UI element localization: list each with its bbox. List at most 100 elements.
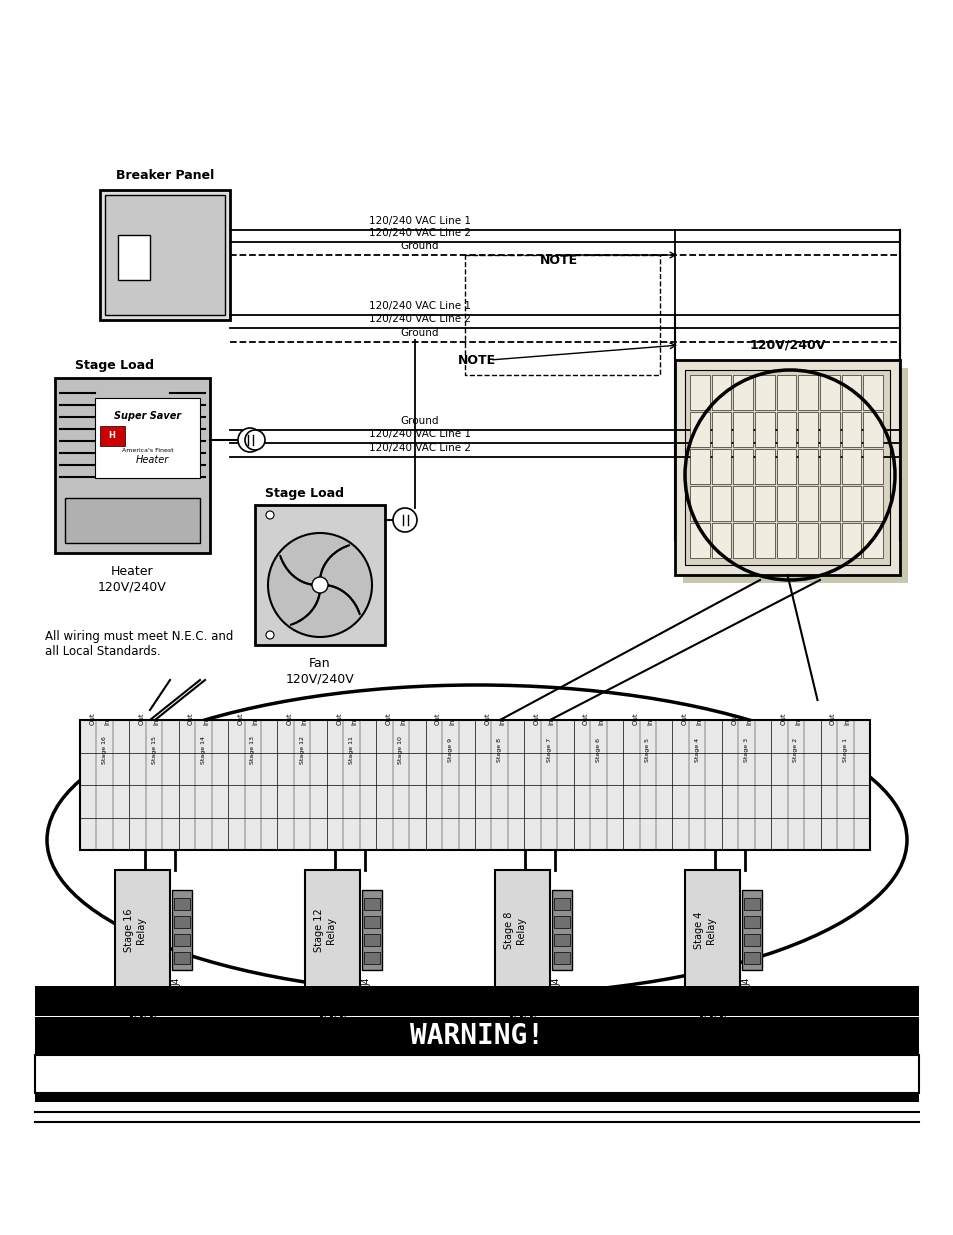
Text: Stage Load: Stage Load — [265, 487, 344, 500]
Text: Out: Out — [287, 713, 293, 725]
Bar — [743, 916, 760, 927]
Text: In: In — [795, 719, 801, 725]
Text: Out: Out — [632, 713, 638, 725]
Bar — [689, 522, 709, 558]
Bar — [464, 254, 659, 375]
Text: 120/240 VAC Line 2: 120/240 VAC Line 2 — [369, 228, 471, 238]
Bar — [776, 487, 796, 521]
Text: Stage 5: Stage 5 — [644, 739, 650, 762]
Bar — [305, 869, 359, 990]
Bar — [754, 375, 774, 410]
Circle shape — [237, 429, 262, 452]
Bar — [754, 522, 774, 558]
Bar — [35, 1055, 918, 1093]
Text: Out: Out — [829, 713, 835, 725]
Text: WARNING!: WARNING! — [410, 1023, 543, 1050]
Text: Stage 12: Stage 12 — [299, 736, 304, 764]
Text: 120/240 VAC Line 2: 120/240 VAC Line 2 — [369, 443, 471, 453]
Circle shape — [266, 631, 274, 638]
Circle shape — [245, 430, 265, 450]
Bar — [711, 487, 731, 521]
Text: Out: Out — [237, 713, 243, 725]
Text: Heater
120V/240V: Heater 120V/240V — [98, 564, 167, 593]
Bar — [820, 487, 839, 521]
Text: Out: Out — [90, 713, 95, 725]
Bar — [820, 450, 839, 484]
Bar — [711, 450, 731, 484]
Text: Stage 11: Stage 11 — [349, 736, 354, 764]
Text: Breaker Panel: Breaker Panel — [115, 169, 213, 182]
Bar — [862, 450, 882, 484]
Text: Out: Out — [681, 713, 687, 725]
Text: In: In — [498, 719, 505, 725]
Bar — [711, 522, 731, 558]
Bar — [820, 375, 839, 410]
Text: NOTE: NOTE — [539, 253, 578, 267]
Bar — [733, 450, 752, 484]
Text: Ground: Ground — [400, 416, 438, 426]
Text: In: In — [548, 719, 554, 725]
Text: America's Finest: America's Finest — [122, 447, 173, 452]
Text: Out: Out — [484, 713, 490, 725]
Bar — [173, 934, 190, 946]
Bar — [689, 375, 709, 410]
Text: Out: Out — [730, 713, 737, 725]
Bar — [820, 522, 839, 558]
Text: In: In — [745, 719, 751, 725]
Bar — [554, 952, 569, 965]
Text: Stage 16
Relay: Stage 16 Relay — [124, 908, 146, 952]
Bar — [495, 869, 550, 990]
Bar — [862, 522, 882, 558]
Text: In: In — [844, 719, 850, 725]
Text: Out: Out — [533, 713, 539, 725]
Text: Stage 12
Relay: Stage 12 Relay — [314, 908, 335, 952]
Bar — [733, 522, 752, 558]
Bar — [105, 195, 225, 315]
Text: Stage 10: Stage 10 — [398, 736, 403, 764]
Bar — [80, 720, 869, 850]
Text: Out: Out — [435, 713, 440, 725]
Bar — [776, 450, 796, 484]
Text: Out: Out — [188, 713, 193, 725]
Circle shape — [393, 508, 416, 532]
Bar — [554, 934, 569, 946]
Text: 120/240 VAC Line 1: 120/240 VAC Line 1 — [369, 429, 471, 438]
Bar — [841, 450, 861, 484]
Text: In: In — [104, 719, 110, 725]
Text: Stage 6: Stage 6 — [596, 739, 600, 762]
Bar — [173, 952, 190, 965]
Text: Stage 1: Stage 1 — [841, 739, 847, 762]
Text: Out: Out — [780, 713, 786, 725]
Bar — [35, 986, 918, 1016]
Text: 120V/240V: 120V/240V — [748, 338, 825, 352]
Text: H: H — [109, 431, 115, 441]
Bar — [798, 450, 817, 484]
Bar — [798, 522, 817, 558]
Bar — [733, 375, 752, 410]
Bar — [776, 522, 796, 558]
Bar — [862, 412, 882, 447]
Text: 120/240 VAC Line 2: 120/240 VAC Line 2 — [369, 314, 471, 324]
Bar — [733, 412, 752, 447]
Bar — [100, 426, 125, 446]
Bar — [841, 522, 861, 558]
Bar — [741, 890, 761, 969]
Bar — [35, 1094, 918, 1102]
Bar — [754, 487, 774, 521]
Circle shape — [268, 534, 372, 637]
Text: Out: Out — [582, 713, 588, 725]
Text: Stage 16: Stage 16 — [102, 736, 107, 764]
Text: In: In — [252, 719, 258, 725]
Text: Stage 8
Relay: Stage 8 Relay — [504, 911, 525, 948]
Bar — [684, 370, 889, 564]
Text: In: In — [696, 719, 702, 725]
Bar — [364, 952, 379, 965]
Text: Stage 15: Stage 15 — [152, 736, 156, 764]
Bar — [776, 375, 796, 410]
Bar — [743, 952, 760, 965]
Text: Stage 8: Stage 8 — [497, 739, 501, 762]
Bar — [862, 375, 882, 410]
Bar — [862, 487, 882, 521]
Text: Stage 3: Stage 3 — [743, 739, 748, 762]
Bar — [743, 934, 760, 946]
